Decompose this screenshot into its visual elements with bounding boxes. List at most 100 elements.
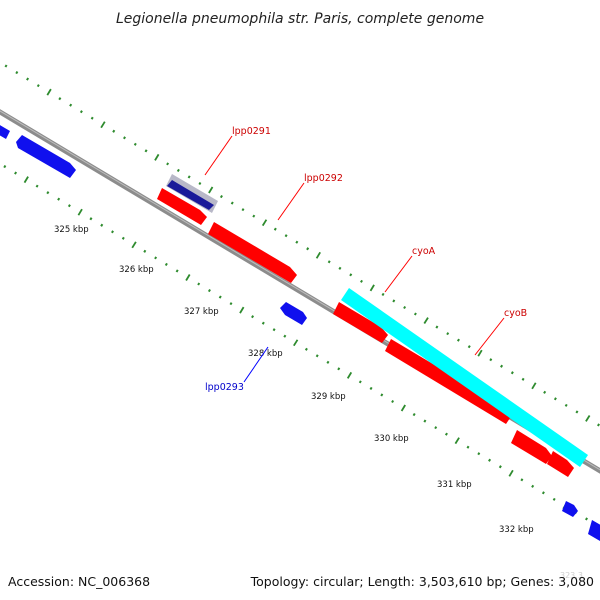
gene-arrow-reverse[interactable] [16,135,76,178]
minor-tick [477,452,481,456]
minor-tick [306,247,310,251]
gene-label-lpp0293[interactable]: lpp0293 [205,382,244,393]
gene-label-cyoB[interactable]: cyoB [504,308,527,319]
major-tick [346,371,353,379]
gene-label-lpp0292[interactable]: lpp0292 [304,173,343,184]
minor-tick [187,175,191,179]
minor-tick [575,410,579,414]
axis-label: 326 kbp [119,265,154,275]
axis-labels: 325 kbp 326 kbp 327 kbp 328 kbp 329 kbp … [54,225,534,535]
inner-tick-ring [3,165,599,528]
minor-tick [35,184,39,188]
minor-tick [564,403,568,407]
minor-tick [434,426,438,430]
minor-tick [585,517,588,521]
minor-tick [175,269,179,273]
major-tick [400,404,406,412]
major-tick [293,339,299,347]
minor-tick [392,299,396,303]
minor-tick [520,478,524,482]
minor-tick [121,236,125,240]
minor-tick [69,103,73,107]
major-tick [477,349,483,357]
gene-label-lpp0291[interactable]: lpp0291 [232,126,271,137]
major-tick [454,437,460,445]
minor-tick [488,458,492,462]
gene-arrow-reverse[interactable] [588,520,600,541]
minor-tick [552,497,556,501]
minor-tick [3,165,7,169]
minor-tick [360,279,363,283]
gene-arrow-reverse[interactable] [0,124,10,139]
minor-tick [403,305,407,310]
gene-arrow-forward[interactable] [511,430,552,464]
map-title: Legionella pneumophila str. Paris, compl… [116,11,484,27]
minor-tick [144,149,148,153]
gene-arrow-reverse[interactable] [562,501,578,517]
minor-tick [423,419,427,423]
minor-tick [326,360,330,364]
reverse-strand-genes [0,124,600,541]
minor-tick [337,367,341,371]
forward-strand-genes [157,188,574,477]
minor-tick [89,217,93,221]
minor-tick [252,214,256,218]
minor-tick [553,397,557,401]
major-tick [100,121,106,129]
minor-tick [166,162,170,166]
minor-tick [413,312,417,316]
axis-label: 329 kbp [311,392,346,402]
minor-tick [261,321,265,325]
minor-tick [4,64,8,68]
major-tick [77,208,83,216]
minor-tick [230,201,234,205]
gene-labels: lpp0291 lpp0292 cyoA cyoB lpp0293 [205,126,527,393]
minor-tick [381,292,385,297]
major-tick [46,88,52,96]
minor-tick [241,208,245,212]
gene-arrow-forward[interactable] [385,339,512,424]
minor-tick [57,197,61,201]
minor-tick [597,423,600,427]
minor-tick [79,110,83,114]
minor-tick [46,191,50,195]
axis-label: 327 kbp [184,307,219,317]
minor-tick [273,227,277,231]
minor-tick [164,262,168,267]
minor-tick [251,315,255,319]
minor-tick [456,338,460,342]
major-tick [239,306,245,314]
minor-tick [218,295,222,299]
minor-tick [219,194,223,199]
minor-tick [435,325,439,329]
gene-arrow-forward[interactable] [547,451,574,477]
minor-tick [391,399,395,404]
major-tick [585,415,591,422]
minor-tick [543,390,547,394]
minor-tick [380,393,384,397]
minor-tick [500,364,504,368]
minor-tick [283,334,287,338]
gene-arrow-forward[interactable] [333,302,388,343]
selected-gene-lpp0291[interactable] [166,174,218,213]
gene-bar-cyoB[interactable] [341,288,588,467]
axis-label: 332 kbp [499,525,534,535]
minor-tick [510,371,514,375]
minor-tick [349,273,353,277]
major-tick [154,153,160,161]
minor-tick [100,223,104,227]
minor-tick [36,84,40,88]
minor-tick [176,168,180,173]
major-tick [185,274,191,281]
gene-arrow-forward[interactable] [208,222,297,283]
minor-tick [489,358,493,362]
gene-label-cyoA[interactable]: cyoA [412,246,436,257]
minor-tick [15,71,19,75]
minor-tick [466,445,470,449]
gene-arrow-forward[interactable] [157,188,207,225]
major-tick [315,251,321,259]
gene-arrow-reverse[interactable] [280,302,307,325]
major-tick [23,176,29,184]
minor-tick [133,142,137,146]
